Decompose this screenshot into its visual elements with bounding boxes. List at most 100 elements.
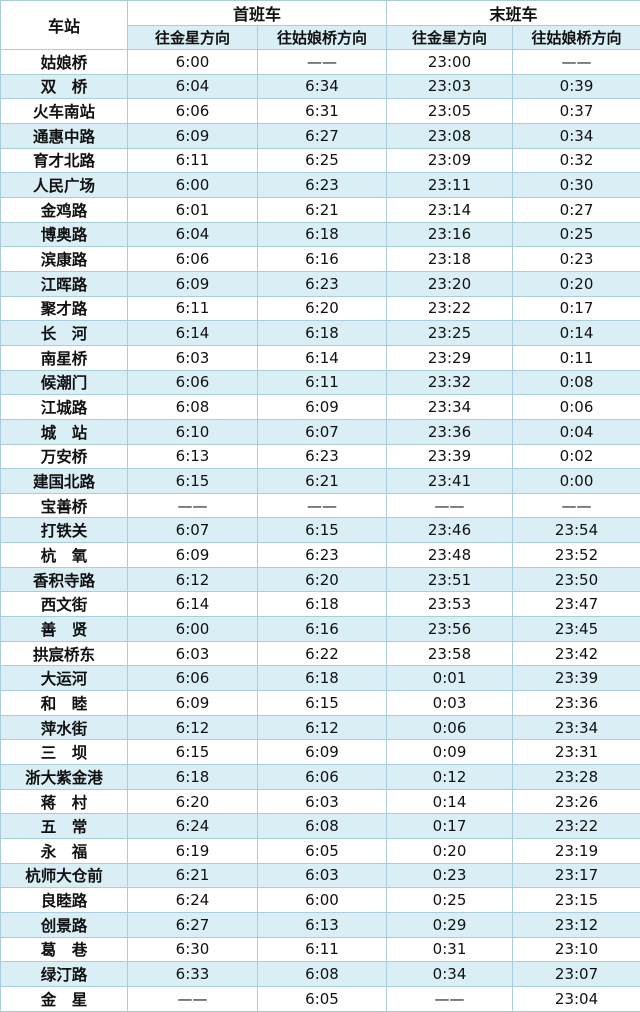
- train-time: 0:31: [387, 937, 513, 962]
- train-time: 23:05: [387, 99, 513, 124]
- train-time: 6:27: [258, 123, 387, 148]
- train-time: 23:09: [387, 148, 513, 173]
- train-time: 6:11: [128, 148, 258, 173]
- train-time: 23:03: [387, 74, 513, 99]
- train-time: 6:13: [258, 912, 387, 937]
- train-time: 6:03: [258, 863, 387, 888]
- station-name: 打铁关: [1, 518, 128, 543]
- train-time: 6:05: [258, 986, 387, 1011]
- train-time: 0:06: [387, 715, 513, 740]
- station-name: 宝善桥: [1, 493, 128, 518]
- train-time: 6:03: [128, 345, 258, 370]
- train-time: 6:23: [258, 173, 387, 198]
- train-time: 23:18: [387, 247, 513, 272]
- train-time: 6:12: [258, 715, 387, 740]
- station-name: 绿汀路: [1, 962, 128, 987]
- train-time: 6:00: [128, 173, 258, 198]
- train-time: 23:11: [387, 173, 513, 198]
- station-name: 金 星: [1, 986, 128, 1011]
- train-time: 0:25: [513, 222, 640, 247]
- station-name: 和 睦: [1, 691, 128, 716]
- station-name: 杭师大仓前: [1, 863, 128, 888]
- direction-header: 往金星方向: [128, 26, 258, 50]
- train-time: 23:31: [513, 740, 640, 765]
- train-time: 6:14: [128, 592, 258, 617]
- train-time: 23:39: [387, 444, 513, 469]
- train-time: 6:05: [258, 839, 387, 864]
- train-time: 23:36: [387, 419, 513, 444]
- station-name: 善 贤: [1, 617, 128, 642]
- station-name: 长 河: [1, 321, 128, 346]
- train-time: 6:15: [128, 740, 258, 765]
- train-time: 6:13: [128, 444, 258, 469]
- train-time: ——: [128, 493, 258, 518]
- train-time: 23:04: [513, 986, 640, 1011]
- train-time: 0:20: [513, 271, 640, 296]
- station-row: 宝善桥————————: [1, 493, 640, 518]
- train-time: 6:18: [258, 666, 387, 691]
- station-name: 葛 巷: [1, 937, 128, 962]
- train-time: 0:14: [387, 789, 513, 814]
- train-time: 23:19: [513, 839, 640, 864]
- train-time: 6:06: [128, 247, 258, 272]
- train-time: 0:00: [513, 469, 640, 494]
- station-name: 通惠中路: [1, 123, 128, 148]
- train-time: 6:33: [128, 962, 258, 987]
- train-time: ——: [128, 986, 258, 1011]
- station-name: 聚才路: [1, 296, 128, 321]
- train-time: 0:39: [513, 74, 640, 99]
- train-time: 23:46: [387, 518, 513, 543]
- train-time: 23:58: [387, 641, 513, 666]
- train-time: 0:29: [387, 912, 513, 937]
- train-time: 6:20: [258, 296, 387, 321]
- train-time: 23:54: [513, 518, 640, 543]
- station-name: 西文街: [1, 592, 128, 617]
- train-time: 23:08: [387, 123, 513, 148]
- train-time: 0:20: [387, 839, 513, 864]
- train-time: ——: [258, 50, 387, 75]
- train-time: 6:09: [128, 123, 258, 148]
- train-time: 6:06: [128, 666, 258, 691]
- station-name: 博奥路: [1, 222, 128, 247]
- train-time: 23:22: [513, 814, 640, 839]
- train-time: 6:11: [258, 937, 387, 962]
- train-time: 6:18: [258, 222, 387, 247]
- train-time: 6:23: [258, 444, 387, 469]
- train-time: 23:47: [513, 592, 640, 617]
- train-time: 6:21: [128, 863, 258, 888]
- station-name: 城 站: [1, 419, 128, 444]
- train-time: 6:12: [128, 567, 258, 592]
- station-name: 创景路: [1, 912, 128, 937]
- station-name: 金鸡路: [1, 197, 128, 222]
- train-time: 23:12: [513, 912, 640, 937]
- train-time: 0:03: [387, 691, 513, 716]
- train-time: 6:04: [128, 74, 258, 99]
- train-time: 6:21: [258, 469, 387, 494]
- train-time: 6:16: [258, 617, 387, 642]
- station-row: 金 星——6:05——23:04: [1, 986, 640, 1011]
- train-time: 23:42: [513, 641, 640, 666]
- train-time: 6:30: [128, 937, 258, 962]
- train-time: 6:07: [258, 419, 387, 444]
- train-time: 23:34: [387, 395, 513, 420]
- train-time: 23:25: [387, 321, 513, 346]
- station-name: 江晖路: [1, 271, 128, 296]
- station-name: 万安桥: [1, 444, 128, 469]
- train-time: 0:25: [387, 888, 513, 913]
- train-time: 0:32: [513, 148, 640, 173]
- train-time: 6:25: [258, 148, 387, 173]
